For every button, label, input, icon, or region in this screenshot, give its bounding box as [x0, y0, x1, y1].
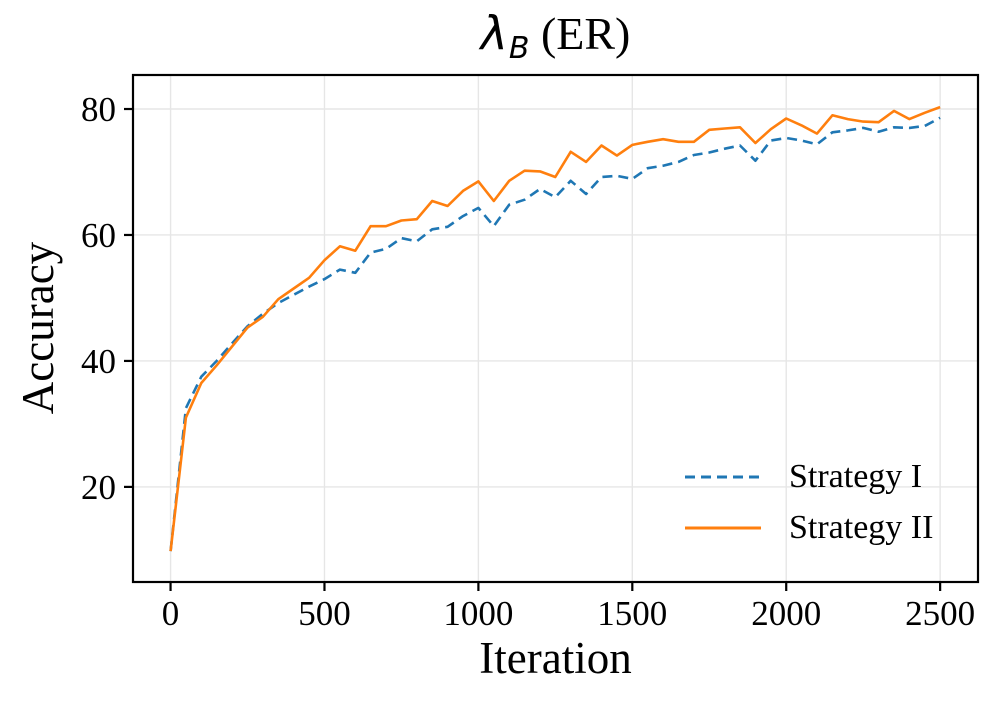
title-subscript: B	[508, 31, 530, 66]
series-line-strategy-i	[169, 116, 941, 552]
title-lambda-symbol: λ	[480, 6, 508, 60]
x-tick-label: 500	[298, 594, 351, 633]
chart-title: λB (ER)	[133, 0, 978, 66]
y-tick-label: 60	[81, 216, 116, 255]
x-axis-label: Iteration	[479, 633, 632, 683]
x-tick-label: 2500	[905, 594, 975, 633]
axes-frame	[131, 73, 980, 584]
y-tick-label: 20	[81, 468, 116, 507]
x-tick-label: 1500	[597, 594, 667, 633]
x-tick-label: 2000	[751, 594, 821, 633]
y-tick-label: 40	[81, 342, 116, 381]
title-rest: (ER)	[529, 8, 631, 59]
x-tick-label: 0	[162, 594, 180, 633]
x-tick-label: 1000	[443, 594, 513, 633]
y-tick-label: 80	[81, 90, 116, 129]
series-line-strategy-ii	[169, 105, 941, 552]
